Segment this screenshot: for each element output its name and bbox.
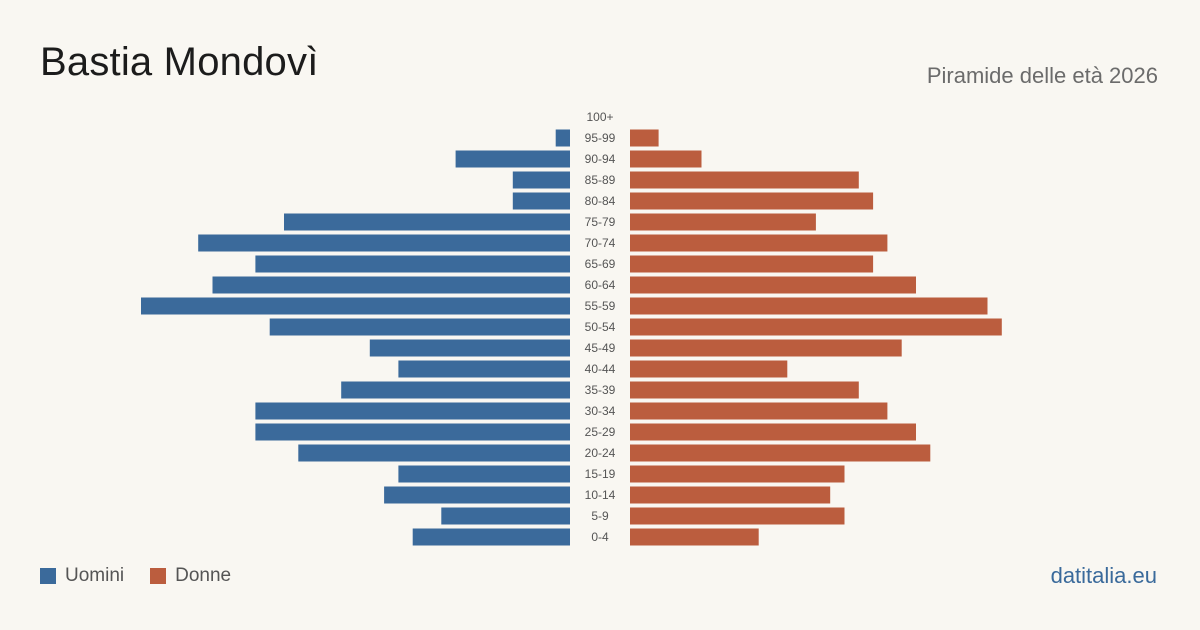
legend-item-men: Uomini (40, 565, 124, 587)
legend-swatch-men (40, 568, 56, 584)
legend-label-men: Uomini (65, 565, 125, 586)
age-label: 60-64 (585, 278, 616, 292)
bar-women-60-64 (630, 276, 916, 294)
bar-men-60-64 (212, 276, 570, 294)
bar-women-10-14 (630, 486, 831, 504)
age-label: 30-34 (585, 404, 616, 418)
bar-men-55-59 (141, 297, 570, 315)
legend-swatch-women (150, 568, 167, 584)
bar-women-75-79 (630, 213, 816, 231)
bar-men-45-49 (369, 339, 570, 357)
legend-item-women: Donne (150, 565, 231, 587)
bar-women-50-54 (630, 318, 1002, 336)
bar-men-85-89 (512, 171, 570, 189)
bar-women-25-29 (630, 423, 916, 441)
bar-men-65-69 (255, 255, 570, 273)
age-label: 25-29 (585, 425, 616, 439)
bar-men-15-19 (398, 465, 570, 483)
bar-men-70-74 (198, 234, 570, 252)
bar-women-90-94 (630, 150, 702, 168)
legend: Uomini Donne (40, 565, 257, 587)
bar-women-85-89 (630, 171, 859, 189)
bar-men-90-94 (455, 150, 570, 168)
age-label: 35-39 (585, 383, 616, 397)
age-label: 10-14 (585, 488, 616, 502)
page-title: Bastia Mondovì (40, 40, 319, 84)
age-label: 15-19 (585, 467, 616, 481)
bar-women-45-49 (630, 339, 902, 357)
bar-women-65-69 (630, 255, 874, 273)
age-label: 45-49 (585, 341, 616, 355)
bar-women-30-34 (630, 402, 888, 420)
age-label: 65-69 (585, 257, 616, 271)
bar-men-25-29 (255, 423, 570, 441)
bar-men-75-79 (284, 213, 570, 231)
chart-subtitle: Piramide delle età 2026 (926, 63, 1158, 88)
legend-label-women: Donne (175, 565, 232, 586)
bar-men-5-9 (441, 507, 570, 525)
age-label: 5-9 (591, 509, 609, 523)
bar-women-35-39 (630, 381, 859, 399)
bar-women-0-4 (630, 528, 759, 546)
age-label: 70-74 (585, 236, 616, 250)
bar-men-95-99 (555, 129, 570, 147)
bar-men-30-34 (255, 402, 570, 420)
age-label: 100+ (586, 110, 613, 124)
age-label: 85-89 (585, 173, 616, 187)
age-label: 75-79 (585, 215, 616, 229)
bar-men-35-39 (341, 381, 570, 399)
bar-men-40-44 (398, 360, 570, 378)
bar-men-80-84 (512, 192, 570, 210)
age-label: 55-59 (585, 299, 616, 313)
age-label: 80-84 (585, 194, 616, 208)
age-label: 50-54 (585, 320, 616, 334)
bar-men-10-14 (384, 486, 570, 504)
bar-women-40-44 (630, 360, 788, 378)
bar-men-20-24 (298, 444, 570, 462)
bar-women-5-9 (630, 507, 845, 525)
age-label: 95-99 (585, 131, 616, 145)
bar-women-95-99 (630, 129, 659, 147)
bar-women-20-24 (630, 444, 931, 462)
bar-women-15-19 (630, 465, 845, 483)
source-link[interactable]: datitalia.eu (1050, 563, 1157, 588)
age-label: 0-4 (591, 530, 609, 544)
bar-men-0-4 (412, 528, 570, 546)
bar-women-70-74 (630, 234, 888, 252)
age-label: 90-94 (585, 152, 616, 166)
bar-women-55-59 (630, 297, 988, 315)
bar-women-80-84 (630, 192, 874, 210)
age-label: 40-44 (585, 362, 616, 376)
age-label: 20-24 (585, 446, 616, 460)
bar-men-50-54 (269, 318, 570, 336)
